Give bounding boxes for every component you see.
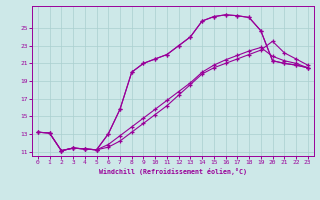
X-axis label: Windchill (Refroidissement éolien,°C): Windchill (Refroidissement éolien,°C): [99, 168, 247, 175]
